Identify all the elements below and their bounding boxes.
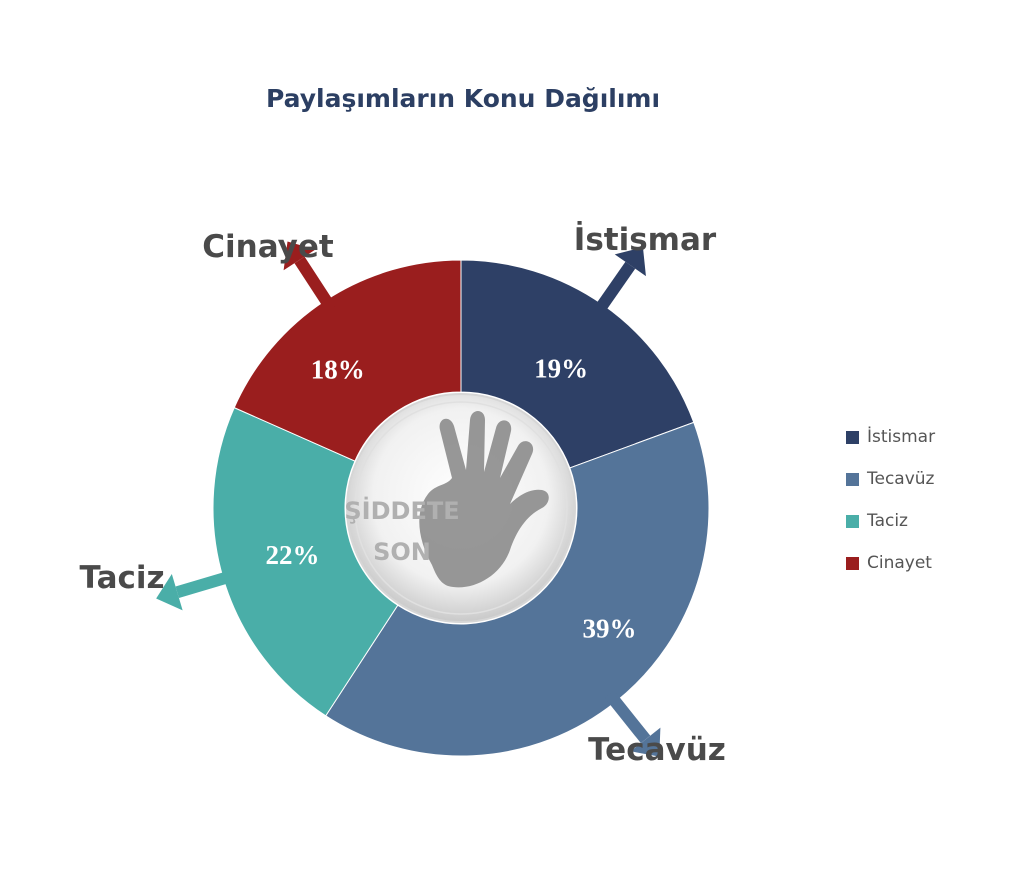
legend-item: Tecavüz: [846, 458, 935, 500]
legend-label: Cinayet: [867, 553, 932, 573]
data-label: 39%: [582, 613, 636, 643]
callout-arrow-shaft: [175, 569, 235, 598]
logo-text-line2: SON: [373, 538, 431, 566]
legend-swatch: [846, 556, 859, 570]
chart-title: Paylaşımların Konu Dağılımı: [265, 84, 661, 113]
category-label: Taciz: [79, 560, 164, 596]
handprint-icon: [419, 411, 549, 588]
donut-slice: [233, 259, 462, 462]
callout-arrow-head: [630, 727, 661, 757]
category-label: Tecavüz: [588, 732, 726, 768]
callout-arrow-head: [614, 247, 646, 277]
center-logo: ŞİDDETE SON: [344, 393, 576, 623]
legend-swatch: [846, 430, 859, 444]
legend-swatch: [846, 472, 859, 486]
legend-label: Taciz: [867, 511, 908, 531]
category-label: İstismar: [574, 222, 717, 258]
logo-text-line1: ŞİDDETE: [344, 496, 459, 525]
legend-label: İstismar: [867, 427, 936, 447]
legend-item: Cinayet: [846, 542, 935, 584]
callout-arrow-shaft: [294, 256, 337, 312]
data-label: 22%: [266, 540, 320, 570]
legend-item: Taciz: [846, 500, 935, 542]
callout-arrow-shaft: [592, 261, 636, 317]
legend: İstismar Tecavüz Taciz Cinayet: [846, 416, 935, 584]
donut-slice: [212, 406, 399, 717]
legend-swatch: [846, 514, 859, 528]
donut-slice: [325, 421, 710, 757]
category-label: Cinayet: [202, 229, 334, 265]
legend-item: İstismar: [846, 416, 935, 458]
callout-arrow-head: [156, 574, 183, 611]
callout-arrow-shaft: [604, 690, 651, 744]
data-label: 18%: [311, 354, 365, 384]
donut-slice: [460, 259, 695, 469]
callout-arrow-head: [283, 241, 316, 271]
data-label: 19%: [534, 354, 588, 384]
legend-label: Tecavüz: [867, 469, 935, 489]
